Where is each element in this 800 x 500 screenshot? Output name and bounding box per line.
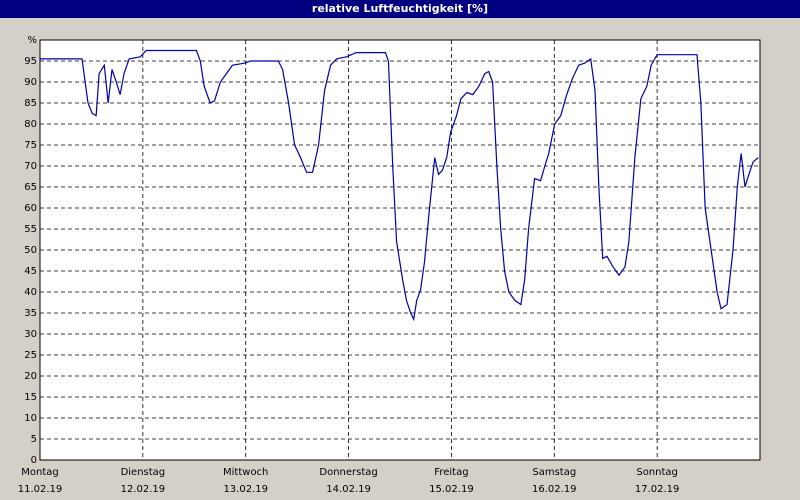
y-tick-label: 95: [24, 56, 37, 67]
y-tick-label: 70: [24, 161, 37, 172]
y-tick-label: 80: [24, 119, 37, 130]
x-tick-date: 15.02.19: [429, 484, 474, 495]
title-bar: [0, 0, 800, 18]
x-tick-date: 11.02.19: [18, 484, 63, 495]
y-tick-label: 55: [24, 224, 37, 235]
y-tick-label: 85: [24, 98, 37, 109]
x-tick-label: Donnerstag: [319, 467, 377, 478]
y-tick-label: 25: [24, 350, 37, 361]
y-tick-label: 75: [24, 140, 37, 151]
y-tick-label: 20: [24, 371, 37, 382]
y-tick-label: 5: [31, 434, 37, 445]
y-tick-label: 50: [24, 245, 37, 256]
plot-border: [39, 39, 761, 461]
x-tick-label: Samstag: [532, 467, 576, 478]
x-tick-date: 14.02.19: [326, 484, 371, 495]
x-tick-date: 17.02.19: [635, 484, 680, 495]
x-tick-label: Dienstag: [121, 467, 166, 478]
y-tick-label: 35: [24, 308, 37, 319]
y-tick-label: 45: [24, 266, 37, 277]
y-tick-label: 10: [24, 413, 37, 424]
x-tick-label: Montag: [21, 467, 58, 478]
y-tick-label: 90: [24, 77, 37, 88]
x-tick-label: Mittwoch: [223, 467, 268, 478]
y-tick-label: 40: [24, 287, 37, 298]
y-tick-label: 60: [24, 203, 37, 214]
x-tick-label: Sonntag: [636, 467, 678, 478]
y-tick-label: 65: [24, 182, 37, 193]
x-tick-date: 16.02.19: [532, 484, 577, 495]
x-tick-label: Freitag: [434, 467, 468, 478]
y-tick-label: %: [27, 35, 37, 46]
y-tick-label: 30: [24, 329, 37, 340]
chart-title: relative Luftfeuchtigkeit [%]: [312, 2, 488, 15]
y-tick-label: 15: [24, 392, 37, 403]
y-tick-label: 0: [31, 455, 37, 466]
x-tick-date: 12.02.19: [121, 484, 166, 495]
x-tick-date: 13.02.19: [223, 484, 268, 495]
data-line: [40, 49, 759, 322]
